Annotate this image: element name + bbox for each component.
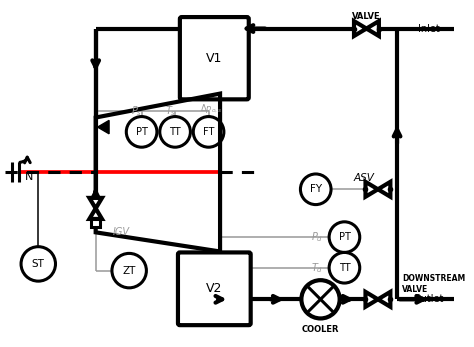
- Polygon shape: [365, 182, 378, 197]
- Bar: [91, 219, 100, 227]
- FancyBboxPatch shape: [180, 17, 249, 99]
- Text: V2: V2: [206, 282, 222, 295]
- Polygon shape: [378, 182, 391, 197]
- Text: COOLER: COOLER: [302, 325, 339, 335]
- Text: IGV: IGV: [113, 227, 130, 237]
- Text: $T_d$: $T_d$: [311, 261, 323, 274]
- Polygon shape: [366, 21, 379, 36]
- Text: $\Delta p_{o,s}$: $\Delta p_{o,s}$: [200, 102, 223, 115]
- Text: Outlet: Outlet: [414, 294, 444, 304]
- Text: $P_s$: $P_s$: [131, 104, 143, 118]
- Text: FT: FT: [203, 127, 214, 137]
- Text: TT: TT: [169, 127, 181, 137]
- Polygon shape: [365, 292, 378, 307]
- Polygon shape: [98, 120, 109, 134]
- Polygon shape: [378, 292, 391, 307]
- Text: N: N: [25, 172, 33, 182]
- Text: PT: PT: [136, 127, 147, 137]
- Text: VALVE: VALVE: [352, 11, 381, 20]
- Text: ZT: ZT: [122, 265, 136, 276]
- Text: V1: V1: [206, 52, 222, 65]
- Text: $T_s$: $T_s$: [164, 104, 176, 118]
- Text: ASV: ASV: [354, 173, 375, 183]
- Text: TT: TT: [338, 263, 350, 273]
- Text: Inlet: Inlet: [419, 24, 440, 34]
- Text: $P_d$: $P_d$: [311, 230, 323, 244]
- Text: FY: FY: [310, 184, 322, 194]
- Text: ST: ST: [32, 259, 45, 269]
- Polygon shape: [90, 198, 102, 209]
- Text: PT: PT: [338, 232, 350, 242]
- FancyBboxPatch shape: [178, 252, 251, 325]
- Polygon shape: [354, 21, 366, 36]
- Polygon shape: [90, 209, 102, 219]
- Text: DOWNSTREAM: DOWNSTREAM: [402, 274, 465, 283]
- Text: VALVE: VALVE: [402, 285, 428, 294]
